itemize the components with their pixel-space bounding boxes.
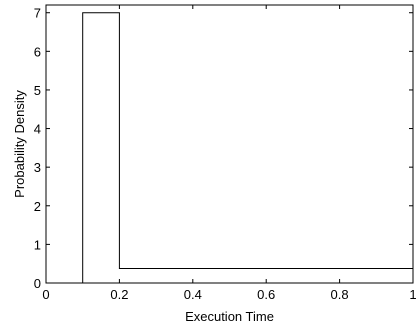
y-tick-label-5: 5	[34, 83, 41, 98]
y-tick-label-6: 6	[34, 44, 41, 59]
x-tick-label-4: 0.8	[331, 287, 349, 302]
y-tick-label-0: 0	[34, 276, 41, 291]
y-tick-label-3: 3	[34, 160, 41, 175]
y-tick-label-2: 2	[34, 199, 41, 214]
x-tick-label-5: 1	[409, 287, 416, 302]
plot-area-frame	[45, 4, 414, 284]
x-tick-label-1: 0.2	[110, 287, 128, 302]
x-tick-label-3: 0.6	[257, 287, 275, 302]
x-axis-label: Execution Time	[185, 309, 274, 324]
y-tick-label-4: 4	[34, 122, 41, 137]
y-tick-label-7: 7	[34, 6, 41, 21]
y-tick-label-1: 1	[34, 237, 41, 252]
y-axis-label: Probability Density	[12, 90, 27, 198]
x-tick-label-2: 0.4	[184, 287, 202, 302]
series-line-0	[82, 12, 414, 283]
x-tick-label-0: 0	[42, 287, 49, 302]
